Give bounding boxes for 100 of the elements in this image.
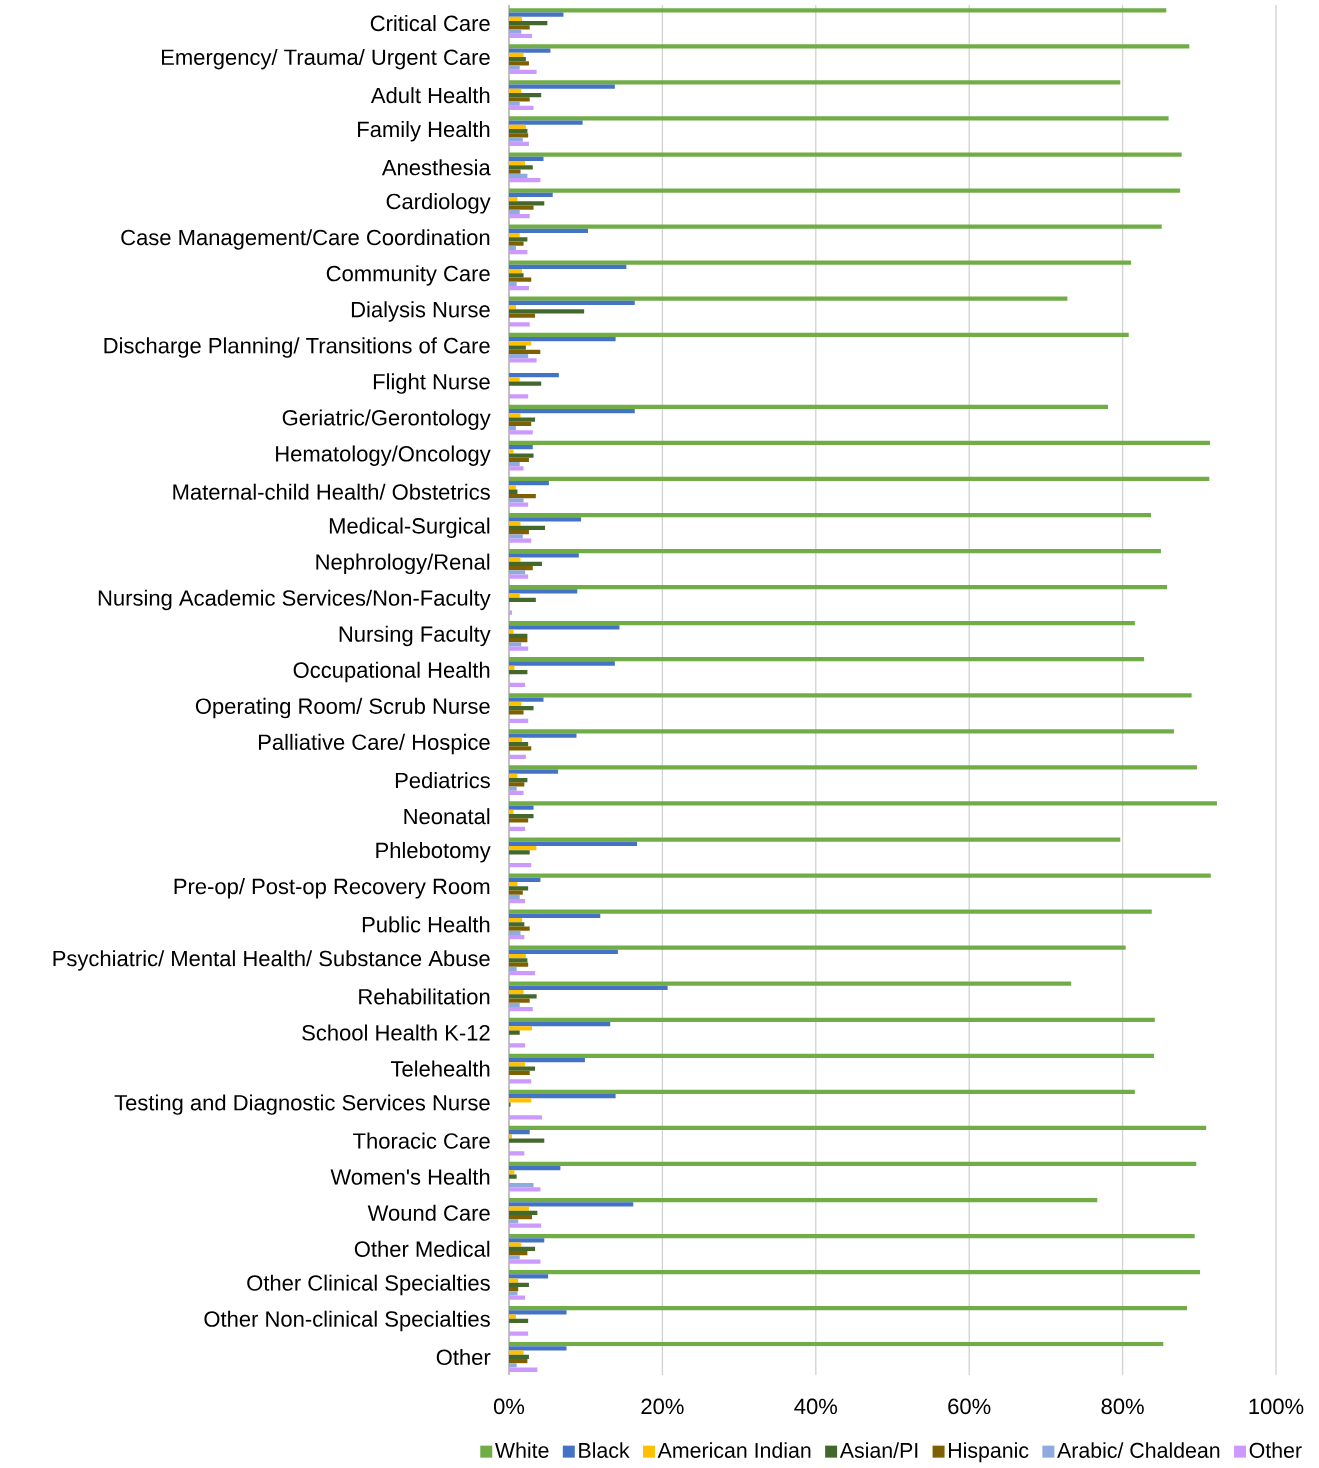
bar <box>509 250 528 255</box>
bar <box>509 922 525 927</box>
y-tick-label: Adult Health <box>370 87 490 104</box>
bar <box>509 152 1182 157</box>
bar <box>509 1057 585 1063</box>
bar <box>509 353 529 359</box>
y-tick-label: Cardiology <box>386 193 491 214</box>
bar <box>509 1062 526 1067</box>
bar <box>509 205 534 210</box>
bar <box>509 141 529 147</box>
bar <box>509 1197 1098 1203</box>
bar <box>509 245 516 251</box>
bar <box>509 445 533 450</box>
y-tick-label: Wound Care <box>367 1204 490 1221</box>
y-tick-label: Public Health <box>362 916 490 933</box>
bar <box>509 421 532 427</box>
bar <box>509 12 564 17</box>
bar <box>509 322 530 327</box>
bar <box>509 657 1145 662</box>
bar <box>509 629 514 634</box>
bar <box>509 1331 529 1336</box>
y-tick-label: Nephrology/Renal <box>316 553 490 575</box>
bar <box>509 790 524 796</box>
bar <box>509 971 536 976</box>
bar <box>509 1174 517 1179</box>
bar <box>509 917 523 923</box>
bar <box>509 69 537 75</box>
bar <box>509 818 529 823</box>
bar <box>509 241 524 246</box>
bar <box>509 1030 520 1035</box>
bar <box>509 430 533 435</box>
bar <box>509 453 534 458</box>
bar <box>509 1210 538 1215</box>
bar <box>509 661 615 666</box>
bar <box>509 332 1129 337</box>
y-tick-label: Maternal-child Health/ Obstetrics <box>173 483 490 500</box>
bar <box>509 440 1211 446</box>
bar <box>509 1183 534 1188</box>
y-tick-label: Family Health <box>358 120 490 142</box>
bar <box>509 466 524 471</box>
bar <box>509 621 1135 626</box>
bar <box>509 260 1132 265</box>
y-tick-label: Case Management/Care Coordination <box>121 229 490 250</box>
bar <box>509 729 1174 734</box>
bar <box>509 890 523 895</box>
bar <box>509 782 525 787</box>
legend-label: Hispanic <box>948 1442 1029 1463</box>
bar <box>509 1161 1197 1167</box>
bar <box>509 296 1068 301</box>
bar <box>509 954 526 959</box>
y-tick-label: Operating Room/ Scrub Nurse <box>195 697 490 719</box>
bar <box>509 737 523 742</box>
bar <box>509 841 638 846</box>
bar <box>509 1291 518 1296</box>
x-tick-label: 0% <box>493 1398 525 1415</box>
bar <box>509 313 536 318</box>
bar <box>509 898 526 904</box>
y-tick-label: Thoracic Care <box>353 1132 490 1149</box>
bar <box>509 286 529 291</box>
bar <box>509 88 522 94</box>
bar <box>509 498 524 503</box>
bar <box>509 633 528 639</box>
bar <box>509 521 521 526</box>
bar <box>509 669 528 675</box>
y-tick-label: Phlebotomy <box>376 842 491 863</box>
bar <box>509 981 1072 986</box>
bar <box>509 201 545 206</box>
bar <box>509 1043 526 1048</box>
y-tick-label: Dialysis Nurse <box>351 301 490 322</box>
bar <box>509 1287 519 1292</box>
bar <box>509 413 521 418</box>
y-tick-label: Pre-op/ Post-op Recovery Room <box>174 878 490 899</box>
bar <box>509 409 635 414</box>
bar <box>509 273 524 278</box>
bar <box>509 1053 1155 1058</box>
bar <box>509 589 578 594</box>
bar <box>509 476 1210 482</box>
bar <box>509 1363 517 1368</box>
bar <box>509 597 536 603</box>
bar <box>509 1070 530 1075</box>
bar <box>509 1007 533 1012</box>
bar <box>509 962 529 967</box>
bar <box>509 52 524 57</box>
bar <box>509 1238 545 1243</box>
bar <box>509 493 536 499</box>
bar <box>509 165 533 170</box>
bar <box>509 949 618 955</box>
bar <box>509 682 526 687</box>
bar <box>509 300 635 306</box>
bar <box>509 457 529 463</box>
bar <box>509 1021 611 1027</box>
bar <box>509 877 541 882</box>
bar <box>509 336 616 342</box>
bar <box>509 517 582 522</box>
bar <box>509 377 520 382</box>
bar <box>509 837 1121 842</box>
bar <box>509 48 551 53</box>
bar <box>509 61 529 66</box>
y-tick-label: Discharge Planning/ Transitions of Care <box>104 337 490 358</box>
bar <box>509 394 529 399</box>
